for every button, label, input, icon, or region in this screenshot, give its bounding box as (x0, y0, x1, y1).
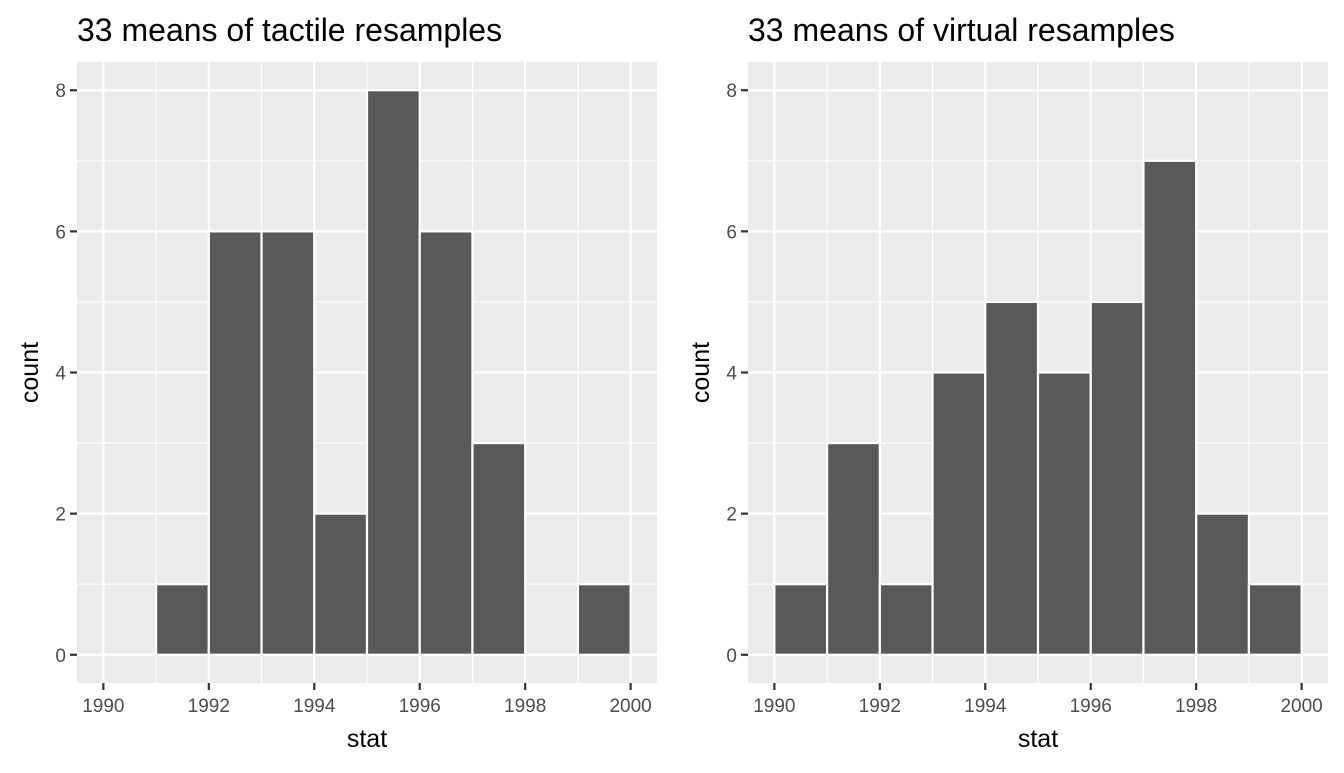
y-tick-label: 4 (726, 364, 737, 385)
x-tick-label: 1992 (859, 696, 901, 717)
histogram-bar (471, 441, 527, 656)
histogram-bar (878, 583, 934, 656)
x-tick-label: 1998 (504, 696, 546, 717)
histogram-bar (1142, 159, 1198, 656)
x-tick-label: 1996 (399, 696, 441, 717)
y-tick-label: 0 (55, 646, 66, 667)
histogram-bar (418, 230, 474, 656)
histogram-bar (1089, 300, 1145, 656)
chart-title: 33 means of virtual resamples (748, 12, 1175, 48)
y-tick-label: 2 (726, 505, 737, 526)
x-axis-title: stat (347, 725, 387, 753)
chart-title: 33 means of tactile resamples (77, 12, 502, 48)
histogram-bar (773, 583, 829, 656)
histogram-bar (207, 230, 263, 656)
x-tick-label: 1998 (1175, 696, 1217, 717)
histogram-bar (825, 441, 881, 656)
y-tick-label: 8 (726, 81, 737, 102)
histogram-bar (365, 89, 421, 656)
y-axis-title: count (16, 342, 44, 403)
y-tick-label: 4 (55, 364, 66, 385)
chart-panel-2: 0 2 4 6 8 1990 1992 1994 1996 1998 2000 33 means of… (687, 12, 1328, 753)
x-tick-label: 1990 (82, 696, 124, 717)
y-axis-title: count (687, 342, 715, 403)
chart-panel-1: 0 2 4 6 8 1990 1992 1994 1996 1998 2000 33 means of… (16, 12, 657, 753)
x-tick-label: 1990 (753, 696, 795, 717)
y-tick-label: 8 (55, 81, 66, 102)
y-tick-label: 0 (726, 646, 737, 667)
histogram-bar (1195, 512, 1251, 656)
histogram-bar (313, 512, 369, 656)
x-tick-label: 1994 (964, 696, 1007, 717)
histogram-bar (260, 230, 316, 656)
x-tick-label: 1994 (293, 696, 336, 717)
y-tick-label: 2 (55, 505, 66, 526)
x-axis-title: stat (1018, 725, 1058, 753)
histogram-bar (1036, 371, 1092, 656)
x-tick-label: 1996 (1070, 696, 1112, 717)
histogram-bar (154, 583, 210, 656)
histogram-bar (984, 300, 1040, 656)
y-tick-label: 6 (55, 222, 66, 243)
histogram-bar (931, 371, 987, 656)
x-tick-label: 1992 (188, 696, 230, 717)
histogram-bar (1247, 583, 1303, 656)
x-tick-label: 2000 (1280, 696, 1322, 717)
histogram-bar (576, 583, 632, 656)
x-tick-label: 2000 (609, 696, 651, 717)
y-tick-label: 6 (726, 222, 737, 243)
